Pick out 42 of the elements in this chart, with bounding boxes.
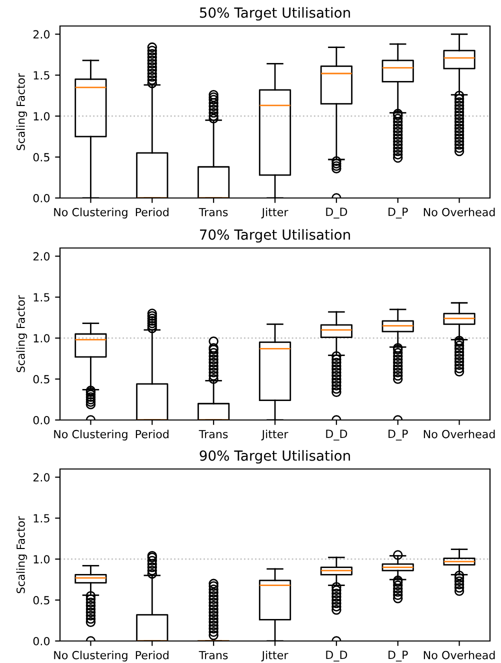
- x-tick-label: No Clustering: [54, 208, 128, 218]
- x-tick-label: Jitter: [261, 650, 288, 662]
- x-tick-label: No Overhead: [424, 208, 495, 216]
- y-tick-label: 2.0: [33, 252, 50, 261]
- y-tick-label: 0.5: [33, 596, 50, 604]
- x-tick-label: No Overhead: [424, 430, 495, 438]
- x-tick-label: Trans: [198, 651, 228, 660]
- y-tick-label: 1.0: [34, 112, 50, 120]
- x-tick-label: Trans: [198, 430, 228, 438]
- x-tick-label: D_P: [388, 208, 408, 218]
- chart-title: 90% Target Utilisation: [200, 450, 350, 464]
- y-axis-title: Scaling Factor: [16, 295, 28, 372]
- chart-title: 50% Target Utilisation: [200, 7, 350, 21]
- y-tick-label: 1.5: [34, 293, 50, 302]
- x-tick-label: D_D: [326, 650, 348, 662]
- y-tick-label: 1.5: [34, 514, 50, 523]
- chart-title: 70% Target Utilisation: [200, 229, 350, 243]
- x-tick-label: D_D: [326, 208, 348, 218]
- x-tick-label: Period: [136, 650, 168, 660]
- y-tick-label: 1.0: [34, 334, 50, 342]
- y-tick-label: 1.0: [34, 555, 50, 564]
- y-tick-label: 1.5: [34, 71, 50, 80]
- x-tick-label: Jitter: [261, 208, 288, 218]
- x-tick-label: Jitter: [261, 430, 288, 440]
- x-tick-label: Period: [136, 208, 168, 216]
- y-tick-label: 0.5: [33, 153, 50, 162]
- y-tick-label: 0.5: [33, 375, 50, 384]
- x-tick-label: Period: [136, 430, 168, 438]
- x-tick-label: D_P: [388, 650, 408, 662]
- y-tick-label: 0.0: [33, 636, 50, 646]
- y-tick-label: 2.0: [33, 30, 50, 39]
- y-tick-label: 0.0: [33, 416, 50, 424]
- y-axis-title: Scaling Factor: [16, 73, 28, 150]
- x-tick-label: D_D: [326, 430, 348, 440]
- x-tick-label: No Clustering: [54, 650, 128, 662]
- x-tick-label: No Clustering: [54, 430, 128, 440]
- y-axis-title: Scaling Factor: [16, 516, 28, 594]
- x-tick-label: Trans: [198, 208, 228, 216]
- y-tick-label: 0.0: [33, 194, 50, 202]
- x-tick-label: D_P: [388, 430, 408, 440]
- x-tick-label: No Overhead: [424, 650, 495, 660]
- y-tick-label: 2.0: [33, 473, 50, 482]
